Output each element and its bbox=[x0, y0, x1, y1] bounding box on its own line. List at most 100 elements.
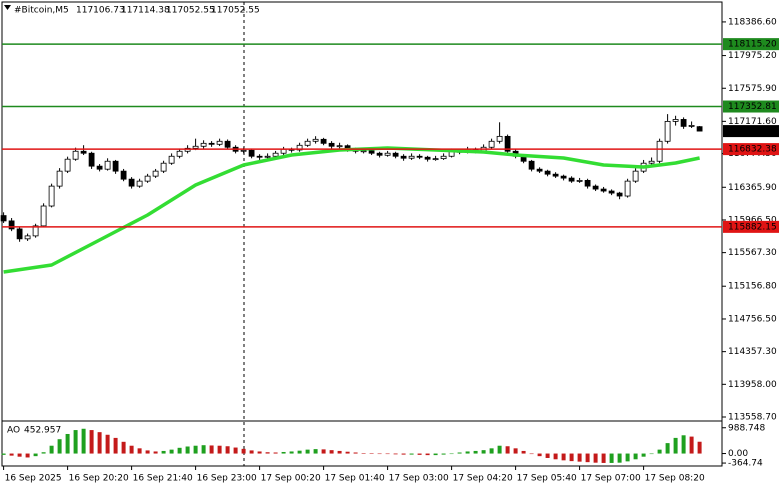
candle-body bbox=[312, 138, 319, 142]
candle-body bbox=[648, 160, 655, 164]
price-box bbox=[723, 125, 779, 138]
candle-body bbox=[280, 148, 287, 154]
indicator-bar bbox=[361, 453, 366, 454]
candle-body bbox=[320, 138, 327, 144]
y-tick-label: 114357.30 bbox=[728, 347, 777, 357]
indicator-bar bbox=[313, 449, 318, 454]
indicator-bar bbox=[265, 452, 270, 454]
indicator-bar bbox=[137, 448, 142, 454]
header-high: 117114.38 bbox=[121, 6, 170, 16]
candle-body bbox=[248, 149, 255, 157]
level-label-box bbox=[723, 220, 779, 233]
indicator-bar bbox=[201, 445, 206, 454]
indicator-bar bbox=[57, 439, 62, 454]
indicator-bar bbox=[625, 453, 630, 462]
chart-title: #Bitcoin,M5 bbox=[14, 6, 69, 16]
indicator-bar bbox=[697, 441, 702, 454]
indicator-bar bbox=[505, 446, 510, 454]
candle-body bbox=[432, 158, 439, 161]
x-tick-label: 16 Sep 20:20 bbox=[69, 474, 129, 484]
indicator-bar bbox=[513, 448, 518, 454]
indicator-bar bbox=[369, 453, 374, 454]
candle-body bbox=[120, 170, 127, 180]
candle-body bbox=[72, 150, 79, 160]
candle-body bbox=[176, 150, 183, 157]
indicator-y-tick-label: 988.748 bbox=[728, 423, 765, 433]
x-tick-label: 17 Sep 07:00 bbox=[581, 474, 641, 484]
candle-body bbox=[680, 119, 687, 127]
candle-body bbox=[160, 162, 167, 172]
header-low: 117052.55 bbox=[166, 6, 215, 16]
indicator-bar bbox=[249, 450, 254, 454]
candle-body bbox=[504, 135, 511, 152]
indicator-bar bbox=[49, 445, 54, 454]
candle-body bbox=[624, 180, 631, 197]
level-label: 115882.15 bbox=[728, 222, 777, 232]
x-tick-label: 17 Sep 05:40 bbox=[517, 474, 577, 484]
candle-body bbox=[600, 188, 607, 192]
indicator-bar bbox=[657, 449, 662, 454]
indicator-bar bbox=[561, 453, 566, 461]
indicator-bar bbox=[121, 441, 126, 454]
candle-body bbox=[536, 168, 543, 172]
candle-body bbox=[128, 178, 135, 187]
indicator-bar bbox=[161, 450, 166, 454]
indicator-bar bbox=[409, 453, 414, 455]
candle-body bbox=[104, 160, 111, 170]
indicator-bar bbox=[97, 432, 102, 454]
indicator-bar bbox=[233, 447, 238, 454]
level-label-box bbox=[723, 100, 779, 113]
y-tick-label: 115966.50 bbox=[728, 215, 777, 225]
candle-body bbox=[384, 152, 391, 156]
indicator-bar bbox=[153, 451, 158, 454]
candle-body bbox=[568, 177, 575, 182]
candle-body bbox=[592, 185, 599, 190]
candle-body bbox=[424, 156, 431, 160]
y-tick-label: 113558.70 bbox=[728, 412, 777, 422]
indicator-bar bbox=[385, 453, 390, 455]
candle-body bbox=[256, 155, 263, 158]
indicator-bar bbox=[9, 453, 14, 456]
y-tick-label: 118386.60 bbox=[728, 17, 777, 27]
indicator-bar bbox=[305, 449, 310, 454]
candle-body bbox=[408, 155, 415, 159]
indicator-bar bbox=[617, 453, 622, 463]
indicator-bar bbox=[129, 445, 134, 454]
y-tick-label: 116365.90 bbox=[728, 183, 777, 193]
indicator-bar bbox=[225, 446, 230, 454]
price-label: 117052.55 bbox=[728, 127, 777, 137]
indicator-bar bbox=[665, 443, 670, 454]
candle-body bbox=[336, 145, 343, 148]
y-tick-label: 117575.90 bbox=[728, 84, 777, 94]
candle-body bbox=[0, 215, 7, 222]
candle-body bbox=[376, 152, 383, 156]
candle-body bbox=[416, 155, 423, 158]
indicator-bar bbox=[177, 447, 182, 454]
candle-body bbox=[112, 160, 119, 172]
candle-body bbox=[264, 155, 271, 158]
candle-body bbox=[168, 155, 175, 164]
indicator-bar bbox=[241, 448, 246, 454]
indicator-y-tick-label: 0.00 bbox=[728, 449, 748, 459]
candle-body bbox=[144, 175, 151, 182]
candle-body bbox=[672, 119, 679, 122]
indicator-bar bbox=[193, 445, 198, 454]
indicator-bar bbox=[593, 453, 598, 463]
indicator-bar bbox=[465, 451, 470, 454]
indicator-bar bbox=[545, 453, 550, 458]
candle-body bbox=[560, 175, 567, 179]
x-tick-label: 16 Sep 23:00 bbox=[197, 474, 257, 484]
candle-body bbox=[152, 170, 159, 177]
header-open: 117106.73 bbox=[76, 6, 125, 16]
candle-body bbox=[32, 225, 39, 237]
candle-body bbox=[48, 185, 55, 207]
candle-body bbox=[368, 150, 375, 154]
candle-body bbox=[696, 126, 703, 132]
candle-body bbox=[208, 142, 215, 145]
candle-body bbox=[216, 140, 223, 145]
candle-body bbox=[296, 144, 303, 151]
indicator-bar bbox=[441, 453, 446, 455]
indicator-bar bbox=[73, 430, 78, 454]
